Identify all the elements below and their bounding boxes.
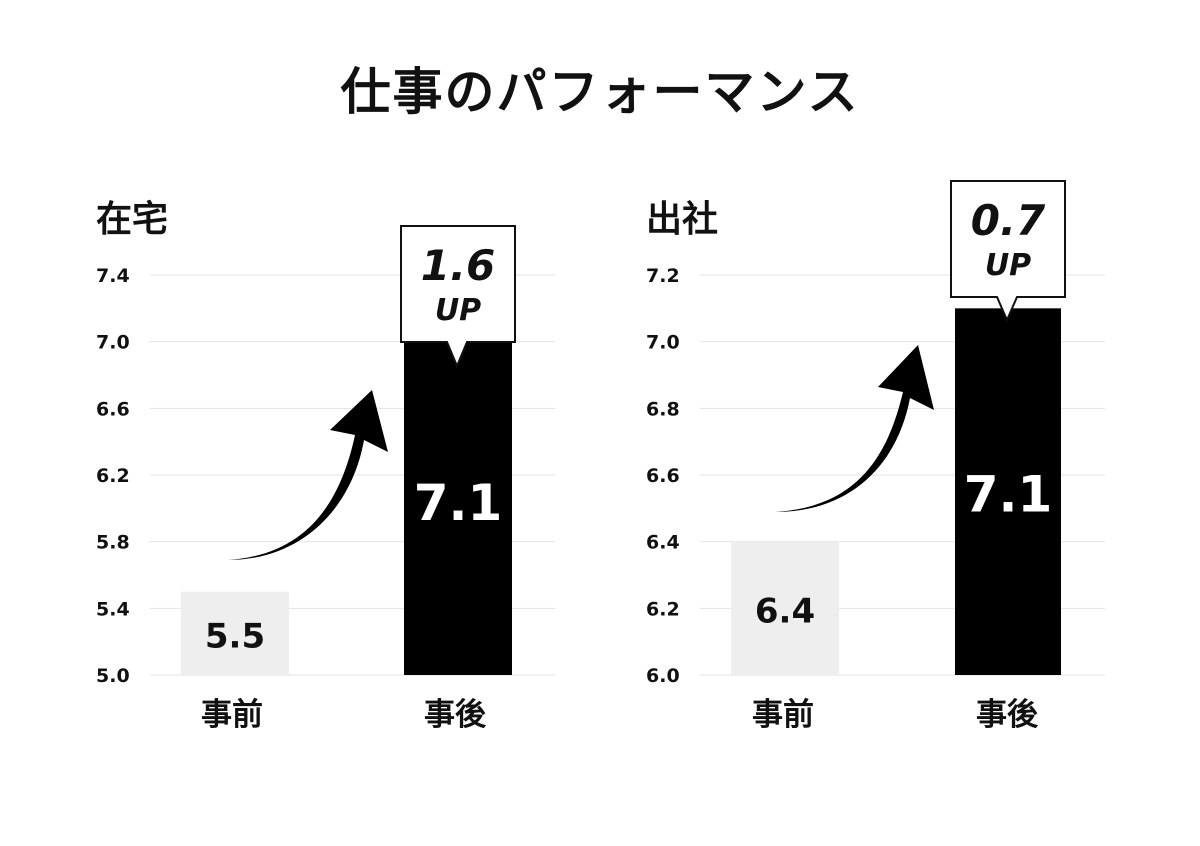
callout-box <box>950 180 1066 323</box>
y-tick-label: 6.2 <box>96 465 130 487</box>
x-category-label: 事後 <box>424 697 487 733</box>
callout-suffix: UP <box>985 248 1031 283</box>
bar-before <box>181 591 289 675</box>
bar-value-label: 7.1 <box>964 466 1053 524</box>
increase-arrow <box>775 345 934 512</box>
y-tick-label: 6.8 <box>646 398 680 420</box>
callout-value: 0.7 <box>971 196 1046 245</box>
chart-title-office: 出社 <box>646 199 719 240</box>
callout-box <box>400 225 516 369</box>
callout-value: 1.6 <box>421 241 495 290</box>
x-category-label: 事前 <box>752 697 814 733</box>
page-title: 仕事のパフォーマンス <box>340 63 860 121</box>
y-tick-label: 6.6 <box>646 465 680 487</box>
y-tick-label: 7.2 <box>646 265 680 287</box>
x-category-label: 事前 <box>201 697 263 733</box>
bar-value-label: 6.4 <box>755 591 815 631</box>
y-tick-label: 6.2 <box>646 598 680 620</box>
x-category-label: 事後 <box>976 697 1039 733</box>
callout-suffix: UP <box>435 293 481 328</box>
bar-after <box>404 325 512 675</box>
increase-arrow <box>228 390 388 560</box>
y-tick-label: 7.0 <box>646 332 680 354</box>
y-tick-label: 7.4 <box>96 265 130 287</box>
y-tick-label: 5.4 <box>96 598 130 620</box>
chart-title-home: 在宅 <box>96 199 169 240</box>
bar-value-label: 7.1 <box>414 474 503 532</box>
y-tick-label: 7.0 <box>96 332 130 354</box>
y-tick-label: 6.0 <box>646 665 680 687</box>
bar-before <box>731 541 839 675</box>
bar-after <box>955 308 1061 675</box>
bar-value-label: 5.5 <box>205 616 265 656</box>
y-tick-label: 5.0 <box>96 665 130 687</box>
y-tick-label: 5.8 <box>96 532 130 554</box>
y-tick-label: 6.6 <box>96 398 130 420</box>
y-tick-label: 6.4 <box>646 532 680 554</box>
